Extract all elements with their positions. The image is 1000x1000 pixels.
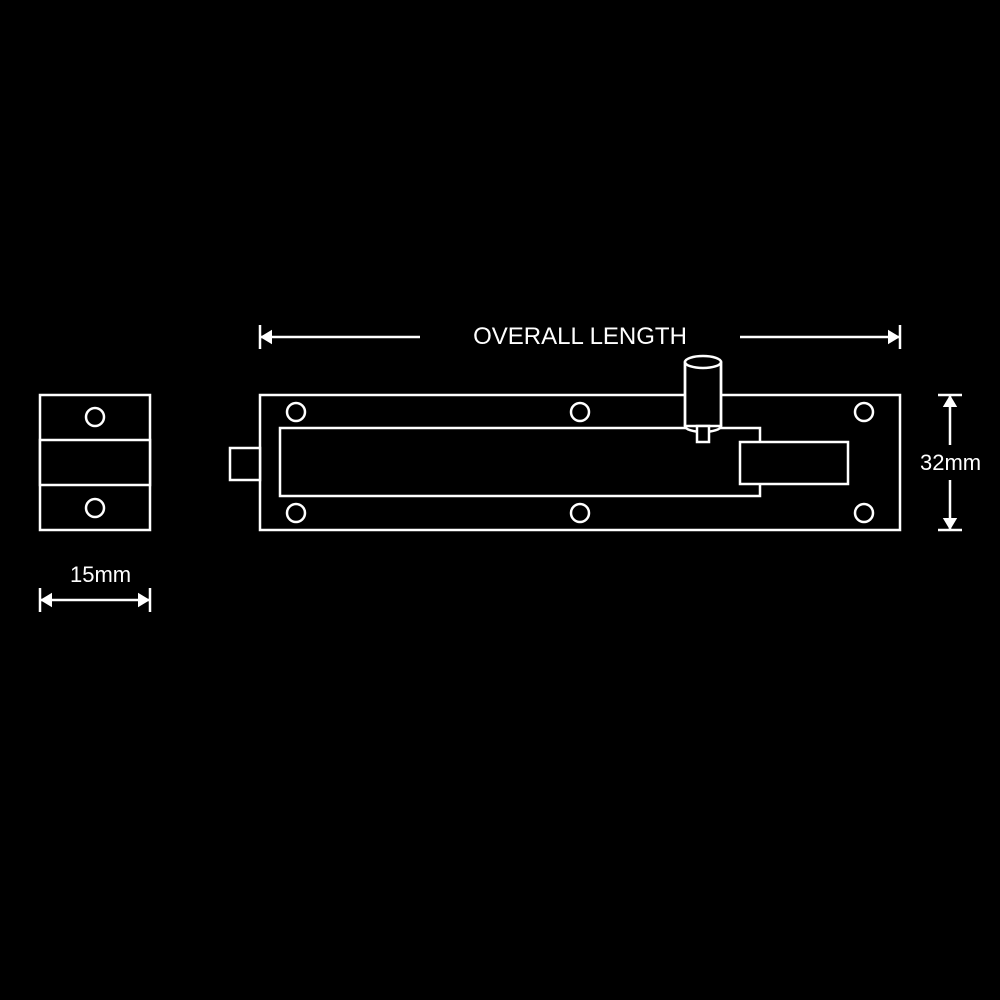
keeper-slot bbox=[40, 440, 150, 485]
screw-hole bbox=[86, 408, 104, 426]
dim-label-overall: OVERALL LENGTH bbox=[473, 323, 687, 350]
slide-bolt bbox=[280, 428, 760, 496]
screw-hole bbox=[855, 504, 873, 522]
slide-channel bbox=[740, 442, 848, 484]
screw-hole bbox=[287, 403, 305, 421]
knob-stem bbox=[697, 426, 709, 442]
technical-drawing: 15mm OVERALL LENGTH 32mm bbox=[0, 0, 1000, 1000]
screw-hole bbox=[86, 499, 104, 517]
knob-body bbox=[685, 362, 721, 426]
dim-label-height: 32mm bbox=[920, 450, 981, 475]
bolt-tip bbox=[230, 448, 260, 480]
screw-hole bbox=[571, 403, 589, 421]
screw-hole bbox=[571, 504, 589, 522]
screw-hole bbox=[855, 403, 873, 421]
dim-label-keeper: 15mm bbox=[70, 562, 131, 587]
knob-top bbox=[685, 356, 721, 368]
screw-hole bbox=[287, 504, 305, 522]
